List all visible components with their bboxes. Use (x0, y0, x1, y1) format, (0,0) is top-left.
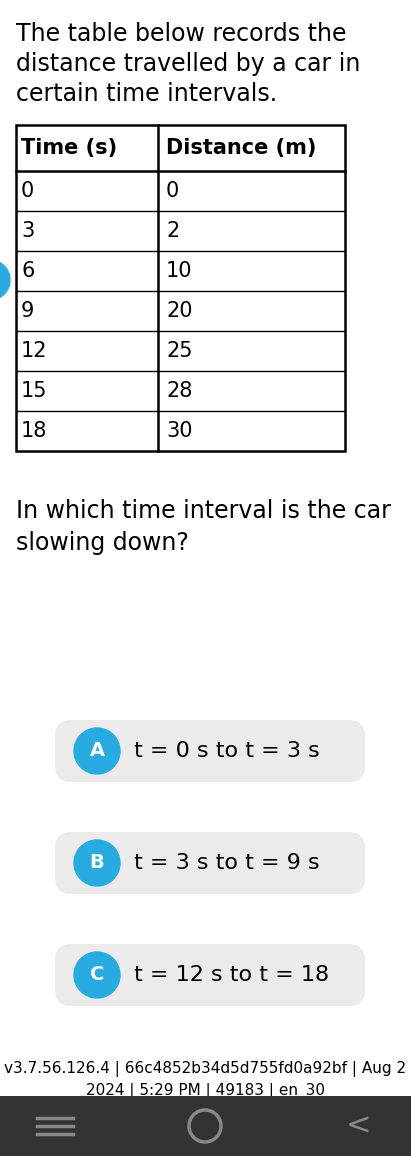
Circle shape (74, 728, 120, 775)
Text: 28: 28 (166, 381, 192, 401)
Text: 12: 12 (21, 341, 48, 361)
Text: The table below records the: The table below records the (16, 22, 346, 46)
Text: B: B (90, 853, 104, 873)
Bar (0, 1096, 411, 1156)
Text: 25: 25 (166, 341, 192, 361)
FancyBboxPatch shape (55, 944, 365, 1006)
FancyBboxPatch shape (55, 720, 365, 781)
Text: Distance (m): Distance (m) (166, 138, 316, 158)
Text: certain time intervals.: certain time intervals. (16, 82, 277, 106)
Text: 15: 15 (21, 381, 48, 401)
Circle shape (74, 840, 120, 885)
Text: 0: 0 (166, 181, 179, 201)
Circle shape (0, 260, 10, 301)
Text: C: C (90, 965, 104, 985)
Text: v3.7.56.126.4 | 66c4852b34d5d755fd0a92bf | Aug 2
2024 | 5:29 PM | 49183 | en_30: v3.7.56.126.4 | 66c4852b34d5d755fd0a92bf… (4, 1061, 406, 1099)
Text: 30: 30 (166, 421, 192, 440)
Text: 20: 20 (166, 301, 192, 321)
Text: In which time interval is the car: In which time interval is the car (16, 499, 391, 523)
Text: Time (s): Time (s) (21, 138, 117, 158)
Text: t = 3 s to t = 9 s: t = 3 s to t = 9 s (134, 853, 320, 873)
Text: 10: 10 (166, 261, 192, 281)
Text: 3: 3 (21, 221, 34, 240)
FancyBboxPatch shape (55, 832, 365, 894)
Text: 18: 18 (21, 421, 47, 440)
Text: slowing down?: slowing down? (16, 531, 189, 555)
Text: 0: 0 (21, 181, 34, 201)
Text: t = 12 s to t = 18: t = 12 s to t = 18 (134, 965, 329, 985)
Text: 6: 6 (21, 261, 35, 281)
Text: <: < (345, 1112, 371, 1141)
Circle shape (74, 953, 120, 998)
Text: A: A (90, 741, 104, 761)
Text: distance travelled by a car in: distance travelled by a car in (16, 52, 360, 76)
Bar (16, 125, 345, 451)
Text: 2: 2 (166, 221, 179, 240)
Text: t = 0 s to t = 3 s: t = 0 s to t = 3 s (134, 741, 320, 761)
Text: 9: 9 (21, 301, 35, 321)
